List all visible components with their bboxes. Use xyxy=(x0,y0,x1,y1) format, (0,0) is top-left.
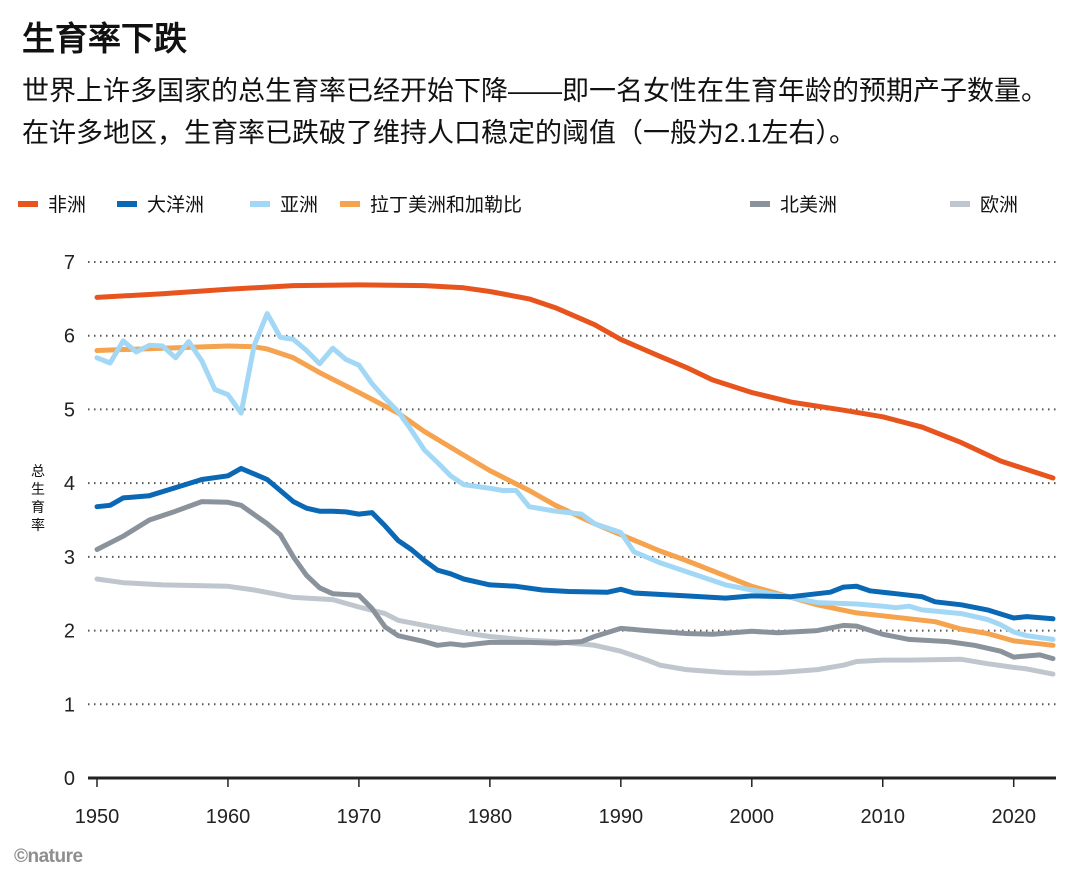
legend-item-oceania: 大洋洲 xyxy=(117,190,204,217)
x-tick-label: 1950 xyxy=(75,806,120,828)
series-line-asia xyxy=(94,311,1056,642)
legend-swatch xyxy=(950,200,970,207)
x-tick-label: 1980 xyxy=(468,806,513,828)
legend: 非洲 大洋洲 亚洲 拉丁美洲和加勒比 北美洲 欧洲 xyxy=(0,190,1080,224)
y-tick-label: 1 xyxy=(64,694,75,716)
series-line-latin-america xyxy=(94,343,1056,648)
legend-item-latin-america: 拉丁美洲和加勒比 xyxy=(340,190,522,217)
y-tick-label: 7 xyxy=(64,252,75,274)
y-tick-label: 3 xyxy=(64,547,75,569)
legend-swatch xyxy=(250,200,270,207)
legend-label: 大洋洲 xyxy=(147,195,205,216)
y-axis-label: 总生育率 xyxy=(31,463,45,533)
y-tick-label: 6 xyxy=(64,326,75,348)
legend-label: 亚洲 xyxy=(280,195,319,216)
legend-label: 欧洲 xyxy=(980,195,1019,216)
y-tick-label: 5 xyxy=(64,399,75,421)
legend-swatch xyxy=(117,200,137,207)
legend-swatch xyxy=(340,200,360,207)
series-line-africa xyxy=(94,282,1056,481)
x-tick-label: 2010 xyxy=(861,806,906,828)
y-tick-label: 4 xyxy=(64,473,75,495)
legend-item-europe: 欧洲 xyxy=(950,190,1018,217)
chart-subtitle: 世界上许多国家的总生育率已经开始下降——即一名女性在生育年龄的预期产子数量。在许… xyxy=(22,76,1048,148)
x-tick-label: 2000 xyxy=(730,806,775,828)
legend-item-north-america: 北美洲 xyxy=(750,190,837,217)
series-line-europe xyxy=(94,576,1056,677)
series-line-oceania xyxy=(94,465,1056,622)
legend-label: 拉丁美洲和加勒比 xyxy=(370,195,523,216)
chart-title: 生育率下跌 xyxy=(22,20,187,57)
series-line-north-america xyxy=(94,499,1056,662)
nature-logo: ©nature xyxy=(14,846,83,867)
y-tick-label: 0 xyxy=(64,768,75,790)
x-tick-label: 1990 xyxy=(599,806,644,828)
x-tick-label: 2020 xyxy=(991,806,1036,828)
legend-item-africa: 非洲 xyxy=(18,190,86,217)
legend-label: 北美洲 xyxy=(780,195,838,216)
legend-swatch xyxy=(750,200,770,207)
legend-label: 非洲 xyxy=(48,195,87,216)
legend-swatch xyxy=(18,200,38,207)
y-tick-label: 2 xyxy=(64,621,75,643)
x-tick-label: 1960 xyxy=(206,806,251,828)
x-tick-label: 1970 xyxy=(337,806,382,828)
legend-item-asia: 亚洲 xyxy=(250,190,318,217)
